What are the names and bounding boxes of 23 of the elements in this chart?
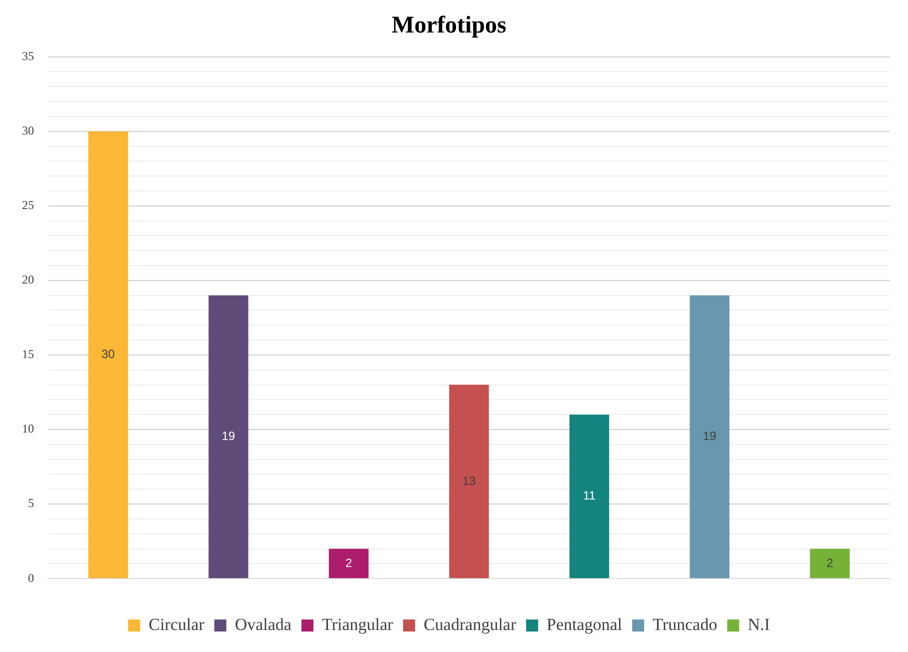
legend-label: Ovalada: [234, 614, 292, 634]
y-tick-label: 5: [28, 496, 34, 510]
chart-title: Morfotipos: [392, 12, 506, 39]
y-tick-label: 20: [22, 272, 34, 287]
y-tick-label: 10: [22, 422, 34, 436]
legend-label: N.I: [748, 614, 770, 634]
y-tick-label: 35: [22, 48, 34, 63]
legend-label: Triangular: [322, 614, 394, 634]
data-label: 11: [583, 488, 596, 503]
data-label: 30: [101, 347, 116, 362]
y-tick-label: 30: [22, 124, 34, 138]
legend-label: Cuadrangular: [424, 614, 516, 634]
data-label: 19: [222, 429, 236, 444]
data-label: 2: [826, 556, 834, 570]
y-tick-label: 25: [22, 198, 34, 212]
legend-label: Circular: [148, 614, 205, 634]
data-label: 13: [462, 474, 476, 488]
data-label: 19: [702, 429, 717, 444]
legend-label: Pentagonal: [546, 614, 622, 634]
y-tick-label: 15: [22, 347, 34, 362]
y-tick-label: 0: [28, 570, 34, 585]
data-label: 2: [345, 556, 352, 570]
legend-label: Truncado: [652, 614, 718, 634]
